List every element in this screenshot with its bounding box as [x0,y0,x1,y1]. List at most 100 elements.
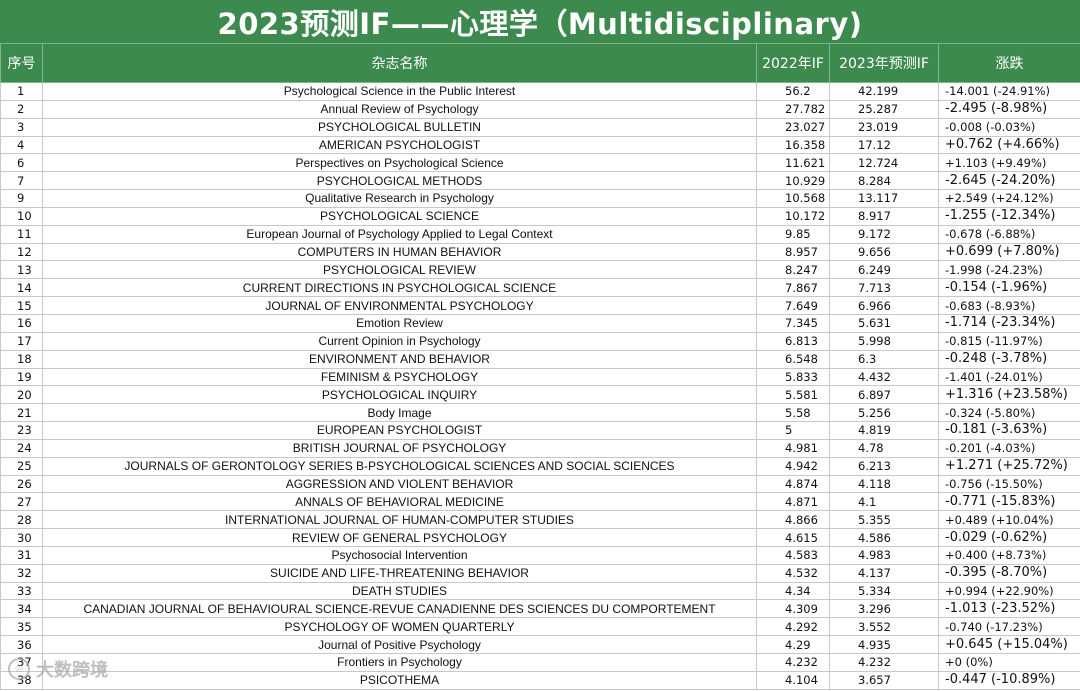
if-2023-predicted: 6.213 [829,456,939,476]
table-row[interactable]: 17 Current Opinion in Psychology 6.813 5.99… [0,331,1080,351]
journal-name: Frontiers in Psychology [42,653,757,672]
table-row[interactable]: 14 CURRENT DIRECTIONS IN PSYCHOLOGICAL SC… [0,278,1080,298]
if-2023-predicted: 4.586 [829,528,939,547]
if-2022: 7.649 [756,296,830,315]
row-index: 24 [0,438,43,458]
if-change: -0.154 (-1.96%) [938,278,1080,298]
if-change: +0.645 (+15.04%) [938,635,1080,654]
table-row[interactable]: 4 AMERICAN PSYCHOLOGIST 16.358 17.12 +0.762 … [0,135,1080,155]
header-change[interactable]: 涨跌 [938,43,1080,83]
if-change: -1.013 (-23.52%) [938,599,1080,619]
journal-name: REVIEW OF GENERAL PSYCHOLOGY [42,528,757,547]
table-row[interactable]: 33 DEATH STUDIES 4.34 5.334 +0.994 (+22.90%) [0,581,1080,601]
row-index: 9 [0,189,43,208]
if-2023-predicted: 4.819 [829,421,939,440]
row-index: 12 [0,242,43,262]
table-row[interactable]: 35 PSYCHOLOGY OF WOMEN QUARTERLY 4.292 3.55… [0,617,1080,637]
row-index: 17 [0,331,43,351]
table-row[interactable]: 20 PSYCHOLOGICAL INQUIRY 5.581 6.897 +1.316 … [0,385,1080,405]
table-row[interactable]: 18 ENVIRONMENT AND BEHAVIOR 6.548 6.3 -0.248… [0,349,1080,369]
journal-name: AGGRESSION AND VIOLENT BEHAVIOR [42,474,757,494]
table-row[interactable]: 16 Emotion Review 7.345 5.631 -1.714 (-23.34… [0,313,1080,333]
table-row[interactable]: 15 JOURNAL OF ENVIRONMENTAL PSYCHOLOGY 7.6… [0,296,1080,315]
journal-name: COMPUTERS IN HUMAN BEHAVIOR [42,242,757,262]
journal-name: DEATH STUDIES [42,581,757,601]
if-change: -1.998 (-24.23%) [938,260,1080,280]
journal-name: AMERICAN PSYCHOLOGIST [42,135,757,155]
table-row[interactable]: 11 European Journal of Psychology Applied… [0,224,1080,244]
if-change: -0.248 (-3.78%) [938,349,1080,369]
if-change: +0.489 (+10.04%) [938,510,1080,530]
header-journal-name[interactable]: 杂志名称 [42,43,757,83]
journal-name: PSYCHOLOGICAL METHODS [42,171,757,191]
table-row[interactable]: 7 PSYCHOLOGICAL METHODS 10.929 8.284 -2.645 … [0,171,1080,191]
if-change: -0.678 (-6.88%) [938,224,1080,244]
if-2022: 4.292 [756,617,830,637]
header-2022-if[interactable]: 2022年IF [756,43,830,83]
if-change: -0.201 (-4.03%) [938,438,1080,458]
header-index[interactable]: 序号 [0,43,43,83]
table-row[interactable]: 26 AGGRESSION AND VIOLENT BEHAVIOR 4.874 4.… [0,474,1080,494]
if-change: +0.994 (+22.90%) [938,581,1080,601]
table-row[interactable]: 21 Body Image 5.58 5.256 -0.324 (-5.80%) [0,403,1080,423]
if-change: +0.762 (+4.66%) [938,135,1080,155]
table-row[interactable]: 12 COMPUTERS IN HUMAN BEHAVIOR 8.957 9.656 +… [0,242,1080,262]
table-row[interactable]: 37 Frontiers in Psychology 4.232 4.232 +0 (0… [0,653,1080,672]
table-row[interactable]: 38 PSICOTHEMA 4.104 3.657 -0.447 (-10.89%) [0,670,1080,690]
if-2023-predicted: 4.432 [829,367,939,387]
if-2023-predicted: 4.118 [829,474,939,494]
watermark-logo-icon: ◎ [8,658,30,680]
header-2023-predicted-if[interactable]: 2023年预测IF [829,43,939,83]
table-row[interactable]: 36 Journal of Positive Psychology 4.29 4.93… [0,635,1080,654]
table-row[interactable]: 34 CANADIAN JOURNAL OF BEHAVIOURAL SCIENC… [0,599,1080,619]
if-2022: 9.85 [756,224,830,244]
table-row[interactable]: 24 BRITISH JOURNAL OF PSYCHOLOGY 4.981 4.78… [0,438,1080,458]
if-2022: 4.29 [756,635,830,654]
row-index: 10 [0,206,43,226]
table-row[interactable]: 27 ANNALS OF BEHAVIORAL MEDICINE 4.871 4.1-… [0,492,1080,512]
row-index: 32 [0,563,43,583]
if-2023-predicted: 4.1 [829,492,939,512]
journal-name: SUICIDE AND LIFE-THREATENING BEHAVIOR [42,563,757,583]
row-index: 14 [0,278,43,298]
row-index: 28 [0,510,43,530]
row-index: 4 [0,135,43,155]
row-index: 2 [0,99,43,119]
if-2022: 4.34 [756,581,830,601]
if-change: +0.699 (+7.80%) [938,242,1080,262]
if-2022: 4.615 [756,528,830,547]
watermark: ◎ 大数跨境 [8,656,108,682]
journal-name: PSYCHOLOGICAL SCIENCE [42,206,757,226]
table-row[interactable]: 13 PSYCHOLOGICAL REVIEW 8.247 6.249 -1.998 (… [0,260,1080,280]
journal-name: INTERNATIONAL JOURNAL OF HUMAN-COMPUTER … [42,510,757,530]
row-index: 25 [0,456,43,476]
if-2022: 8.247 [756,260,830,280]
table-row[interactable]: 30 REVIEW OF GENERAL PSYCHOLOGY 4.615 4.586… [0,528,1080,547]
if-2023-predicted: 9.656 [829,242,939,262]
table-row[interactable]: 31 Psychosocial Intervention 4.583 4.983 +0.… [0,545,1080,565]
table-row[interactable]: 25 JOURNALS OF GERONTOLOGY SERIES B-PSYCH… [0,456,1080,476]
table-row[interactable]: 9 Qualitative Research in Psychology 10.56… [0,189,1080,208]
table-row[interactable]: 23 EUROPEAN PSYCHOLOGIST 5 4.819 -0.181 (-3.… [0,421,1080,440]
journal-name: ENVIRONMENT AND BEHAVIOR [42,349,757,369]
if-change: -0.029 (-0.62%) [938,528,1080,547]
table-header-row: 序号 杂志名称 2022年IF 2023年预测IF 涨跌 [0,43,1080,83]
table-row[interactable]: 32 SUICIDE AND LIFE-THREATENING BEHAVIOR 4… [0,563,1080,583]
row-index: 7 [0,171,43,191]
table-row[interactable]: 2 Annual Review of Psychology 27.782 25.287… [0,99,1080,119]
row-index: 13 [0,260,43,280]
if-2023-predicted: 13.117 [829,189,939,208]
if-2023-predicted: 6.897 [829,385,939,405]
if-2023-predicted: 42.199 [829,82,939,101]
table-row[interactable]: 1 Psychological Science in the Public Int… [0,82,1080,101]
table-row[interactable]: 19 FEMINISM & PSYCHOLOGY 5.833 4.432 -1.401 … [0,367,1080,387]
if-2022: 4.874 [756,474,830,494]
table-row[interactable]: 10 PSYCHOLOGICAL SCIENCE 10.172 8.917 -1.255… [0,206,1080,226]
table-row[interactable]: 6 Perspectives on Psychological Science 11… [0,153,1080,173]
row-index: 31 [0,545,43,565]
if-change: -0.181 (-3.63%) [938,421,1080,440]
table-row[interactable]: 28 INTERNATIONAL JOURNAL OF HUMAN-COMPUTE… [0,510,1080,530]
if-2023-predicted: 4.137 [829,563,939,583]
table-row[interactable]: 3 PSYCHOLOGICAL BULLETIN 23.027 23.019 -0.00… [0,117,1080,137]
if-2022: 4.942 [756,456,830,476]
